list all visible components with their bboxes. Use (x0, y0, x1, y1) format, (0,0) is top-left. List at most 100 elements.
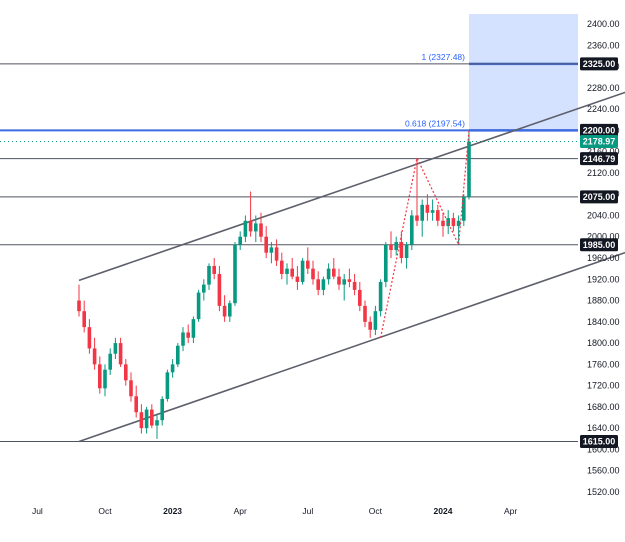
candle (415, 158, 419, 227)
candle-body (144, 409, 149, 429)
candle (170, 359, 175, 378)
candle-body (332, 268, 336, 277)
x-tick-label: 2024 (434, 506, 453, 516)
candle (191, 316, 196, 344)
candle-body (217, 273, 222, 306)
candle-body (87, 327, 92, 349)
candle (165, 369, 170, 402)
candle (186, 324, 190, 344)
candle-body (436, 210, 440, 221)
candle-body (207, 265, 211, 285)
price-badge-text: 2146.79 (583, 154, 616, 164)
candle-body (300, 260, 305, 282)
candle-body (352, 281, 357, 290)
zigzag-line (380, 130, 470, 338)
price-badge-bg (580, 238, 618, 252)
candle-body (196, 292, 201, 320)
y-tick-label: 1760.00 (587, 359, 620, 369)
candle-body (160, 398, 164, 421)
candle-body (155, 420, 159, 426)
candle-body (295, 276, 300, 282)
y-tick-label: 2240.00 (587, 104, 620, 114)
candle-body (165, 372, 170, 399)
candle (425, 194, 430, 221)
x-tick-label: Apr (504, 506, 517, 516)
price-badge-text: 2075.00 (583, 192, 616, 202)
candle-body (363, 305, 367, 322)
y-tick-label: 1960.00 (587, 253, 620, 263)
candle-body (290, 268, 294, 277)
candle (295, 265, 300, 290)
candle-body (394, 242, 398, 251)
current-price-badge-text: 2178.97 (583, 137, 616, 147)
candle-body (243, 220, 248, 237)
candle (316, 271, 320, 296)
candle-body (222, 305, 227, 317)
candle-body (425, 204, 430, 213)
y-tick-label: 2400.00 (587, 19, 620, 29)
candle-body (82, 311, 86, 328)
candle (248, 191, 253, 237)
y-tick-label: 2160.00 (587, 147, 620, 157)
candle-body (248, 220, 253, 232)
x-tick-label: Jul (32, 506, 43, 516)
candle-body (118, 343, 123, 365)
candle (420, 199, 424, 237)
price-badge-bg (580, 123, 618, 137)
y-tick-label: 1800.00 (587, 338, 620, 348)
y-tick-label: 2280.00 (587, 83, 620, 93)
candle (306, 247, 310, 274)
channel-layer (78, 91, 625, 443)
candle (150, 404, 154, 429)
y-tick-label: 1880.00 (587, 296, 620, 306)
price-badge-bg (580, 152, 618, 166)
candle-body (238, 236, 242, 245)
candle-body (139, 412, 144, 429)
candle-body (384, 244, 388, 282)
y-tick-label: 1720.00 (587, 381, 620, 391)
candle-body (415, 215, 419, 221)
price-badge: 1615.00 (580, 434, 618, 448)
candle (82, 300, 86, 333)
candle (103, 364, 107, 397)
candle (399, 231, 404, 264)
candle (233, 242, 237, 306)
x-tick-label: Jul (302, 506, 313, 516)
candle (207, 263, 211, 290)
candle-body (98, 364, 102, 389)
candle (326, 263, 331, 285)
x-tick-label: Oct (98, 506, 112, 516)
candle (274, 239, 279, 266)
price-badge-bg (580, 434, 618, 448)
candle-body (269, 247, 274, 253)
price-badge: 2075.00 (580, 190, 618, 204)
candle-body (264, 236, 268, 253)
candle (139, 404, 144, 434)
candle (264, 226, 268, 258)
candle-body (212, 265, 216, 274)
fib-zone-fill (469, 14, 578, 131)
price-badge-text: 1985.00 (583, 240, 616, 250)
channel-lower-line (78, 251, 625, 443)
candle (311, 260, 315, 285)
candle (87, 319, 92, 354)
y-tick-label: 2120.00 (587, 168, 620, 178)
candle (243, 215, 248, 243)
candle-body (280, 260, 284, 274)
price-badge: 2325.00 (580, 57, 618, 71)
zigzag-layer (380, 130, 470, 338)
candle-body (113, 343, 118, 354)
fib-label-upper: 1 (2327.48) (422, 52, 466, 62)
candles-layer (77, 130, 471, 439)
candle (337, 268, 341, 290)
candle-body (430, 210, 435, 213)
x-tick-label: Apr (234, 506, 247, 516)
candle (430, 199, 435, 221)
candle-body (108, 353, 112, 370)
candle-body (326, 268, 331, 280)
candle-body (134, 396, 138, 413)
candle-body (446, 218, 450, 227)
candle (222, 295, 227, 322)
y-tick-label: 1920.00 (587, 274, 620, 284)
candle (332, 258, 336, 280)
